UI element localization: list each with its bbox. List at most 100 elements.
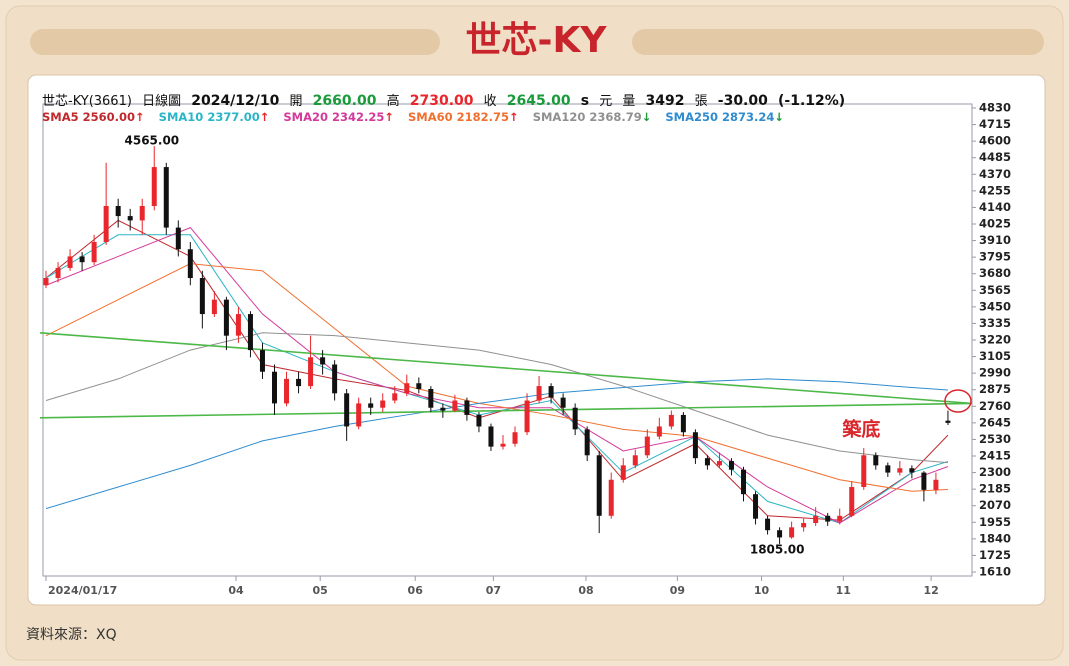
page-title: 世芯-KY — [466, 20, 608, 61]
candle-body — [536, 386, 542, 401]
candle-body — [692, 432, 698, 459]
y-tick-label: 3565 — [979, 283, 1011, 297]
y-tick-label: 1840 — [979, 531, 1011, 545]
legend-name: SMA5 — [42, 110, 79, 124]
legend-value: 2342.25 — [331, 110, 385, 124]
candle-body — [296, 378, 302, 387]
legend-value: 2377.00 — [207, 110, 260, 124]
candle-body — [825, 515, 831, 522]
candle-body — [67, 256, 73, 268]
legend-name: SMA120 — [532, 110, 586, 124]
candle-body — [753, 494, 759, 519]
candle-body — [897, 468, 903, 473]
candle-body — [680, 414, 686, 433]
source: 資料來源：XQ — [26, 627, 117, 643]
candle-body — [861, 455, 867, 487]
candle-body — [344, 393, 350, 427]
legend-value: 2560.00 — [82, 110, 136, 124]
ma-line — [45, 378, 948, 510]
legend-item: SMA10 2377.00↑ — [159, 110, 270, 124]
y-tick-label: 2875 — [979, 382, 1011, 396]
candle-body — [620, 465, 626, 480]
candle-body — [933, 479, 939, 490]
candle-body — [187, 249, 193, 279]
candle-body — [211, 299, 217, 315]
candle-body — [801, 523, 807, 528]
legend-name: SMA250 — [665, 110, 718, 124]
y-tick-label: 3680 — [979, 266, 1011, 280]
candle-body — [79, 256, 85, 263]
candle-body — [91, 242, 97, 263]
y-tick-label: 3795 — [979, 250, 1011, 264]
y-tick-label: 2530 — [979, 432, 1011, 446]
candle-body — [608, 479, 614, 516]
x-tick-label: 08 — [578, 584, 593, 597]
candle-body — [873, 455, 879, 466]
candle-body — [885, 465, 891, 473]
candle-body — [404, 383, 410, 394]
legend-item: SMA20 2342.25↑ — [283, 110, 394, 124]
legend-item: SMA5 2560.00↑ — [42, 110, 145, 124]
y-tick-label: 3450 — [979, 299, 1011, 313]
candle-body — [524, 400, 530, 433]
legend-value: 2182.75 — [456, 110, 510, 124]
candle-body — [464, 400, 470, 415]
candle-body — [428, 388, 434, 408]
y-tick-label: 4715 — [979, 117, 1011, 131]
candle-body — [308, 357, 314, 387]
candle-body — [127, 216, 133, 221]
y-tick-label: 2070 — [979, 498, 1011, 512]
close-label: 收 — [483, 94, 497, 109]
candle-body — [476, 414, 482, 427]
date: 2024/12/10 — [191, 93, 280, 109]
legend-arrow: ↑ — [384, 110, 395, 124]
candle-body — [440, 407, 446, 411]
candle-body — [151, 167, 157, 206]
volume-label: 量 — [622, 94, 636, 109]
candle-body — [368, 403, 374, 408]
candle-body — [584, 429, 590, 456]
symbol: 世芯-KY(3661) — [42, 94, 132, 109]
y-tick-label: 1725 — [979, 548, 1011, 562]
open-label: 開 — [289, 94, 303, 109]
candle-body — [765, 518, 771, 531]
x-tick-label: 05 — [313, 584, 328, 597]
annotation: 1805.00 — [750, 542, 805, 556]
y-tick-label: 2415 — [979, 449, 1011, 463]
candle-body — [235, 314, 241, 336]
y-tick-label: 4830 — [979, 101, 1011, 115]
legend-item: SMA60 2182.75↑ — [408, 110, 519, 124]
candle-body — [849, 486, 855, 516]
candle-body — [921, 472, 927, 490]
y-tick-label: 2760 — [979, 399, 1011, 413]
candle-body — [163, 167, 169, 228]
candle-body — [416, 383, 422, 389]
candle-body — [596, 455, 602, 516]
high-value: 2730.00 — [409, 93, 474, 109]
candle-body — [320, 357, 326, 365]
y-tick-label: 4140 — [979, 200, 1011, 214]
y-tick-label: 3335 — [979, 316, 1011, 330]
candle-body — [284, 378, 290, 404]
x-tick-label: 07 — [486, 584, 501, 597]
volume-value: 3492 — [645, 93, 685, 109]
y-tick-label: 3105 — [979, 349, 1011, 363]
legend-value: 2368.79 — [589, 110, 642, 124]
y-tick-label: 2645 — [979, 415, 1011, 429]
legend-item: SMA120 2368.79↓ — [533, 110, 652, 124]
x-tick-label: 04 — [228, 584, 244, 597]
high-label: 高 — [386, 94, 400, 109]
title-bar-right — [632, 29, 1044, 55]
open-value: 2660.00 — [312, 93, 377, 109]
unit: 元 — [599, 94, 613, 109]
legend-arrow: ↓ — [774, 110, 785, 124]
candle-body — [392, 393, 398, 401]
close-value: 2645.00 — [506, 93, 571, 109]
candle-body — [548, 386, 554, 398]
candle-body — [837, 515, 843, 522]
candle-body — [716, 461, 722, 466]
candle-body — [728, 461, 734, 470]
y-tick-label: 2185 — [979, 482, 1011, 496]
y-tick-label: 4370 — [979, 167, 1011, 181]
candle-body — [175, 227, 181, 250]
